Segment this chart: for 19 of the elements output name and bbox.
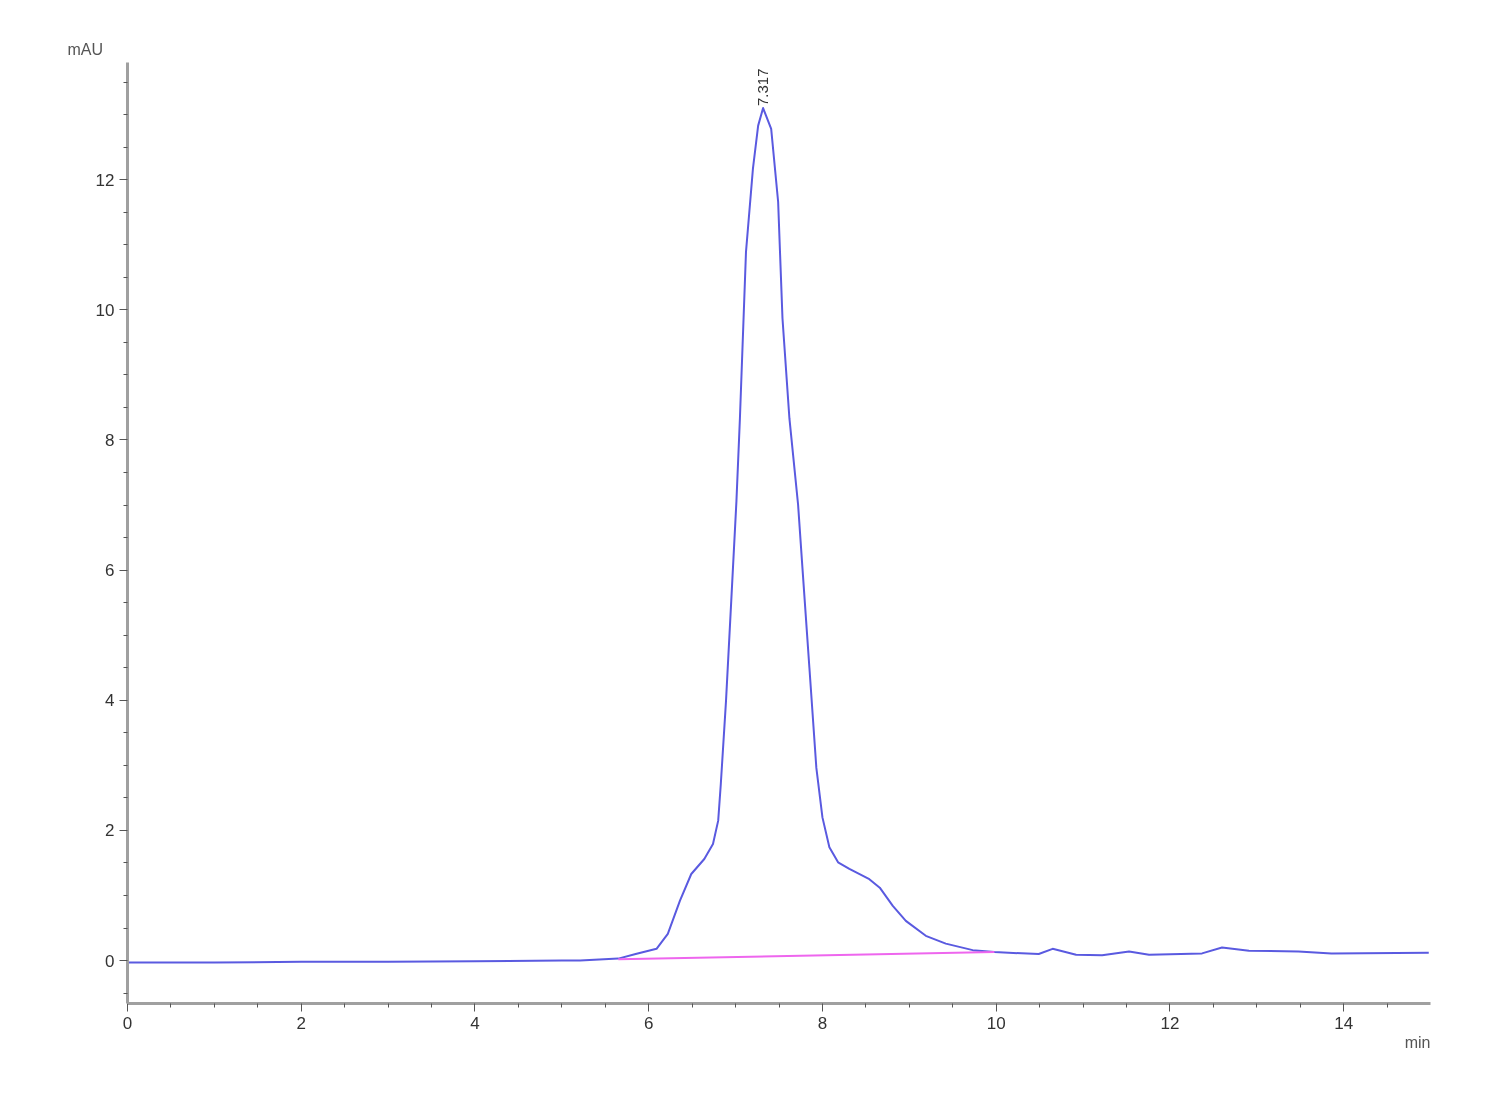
y-tick-label: 10 xyxy=(95,300,115,320)
x-tick-label: 10 xyxy=(986,1013,1006,1033)
x-tick-label: 12 xyxy=(1160,1013,1180,1033)
y-tick-label: 4 xyxy=(105,691,115,711)
x-tick-label: 14 xyxy=(1334,1013,1354,1033)
y-tick-label: 12 xyxy=(95,170,115,190)
y-tick-label: 8 xyxy=(105,430,115,450)
x-axis-title: min xyxy=(1404,1033,1431,1051)
y-tick-label: 0 xyxy=(105,951,115,971)
x-tick-label: 8 xyxy=(817,1013,828,1033)
line-series xyxy=(127,107,1430,964)
y-tick-label: 6 xyxy=(105,561,115,581)
y-tick-label: 2 xyxy=(105,821,115,841)
x-tick-label: 4 xyxy=(470,1013,480,1033)
x-tick-label: 2 xyxy=(296,1013,306,1033)
annotation: 7.317 xyxy=(754,68,772,107)
x-tick-label: 6 xyxy=(643,1013,654,1033)
x-tick-label: 0 xyxy=(122,1013,133,1033)
y-axis-title: mAU xyxy=(67,40,104,58)
